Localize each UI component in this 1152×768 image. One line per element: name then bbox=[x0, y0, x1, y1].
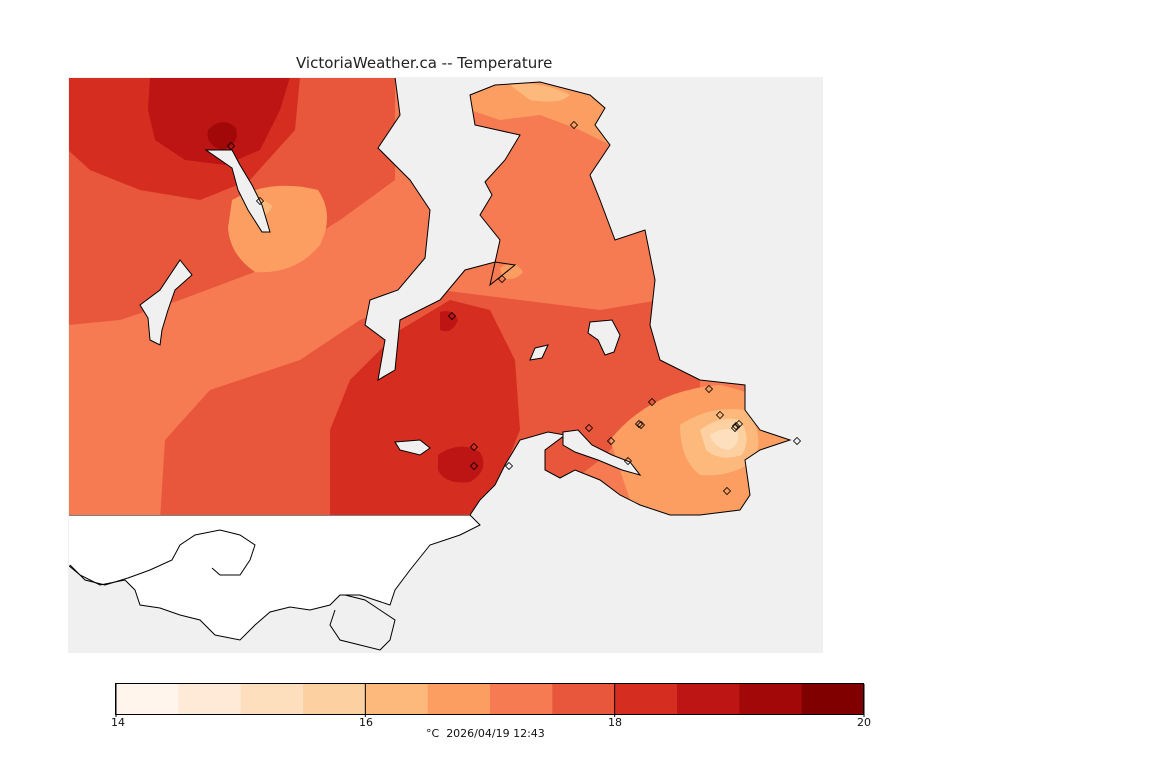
colorbar-cell bbox=[552, 684, 616, 714]
colorbar-cell bbox=[801, 684, 865, 714]
station-diamond-icon[interactable] bbox=[731, 421, 741, 431]
station-diamond-icon[interactable] bbox=[504, 461, 514, 471]
colorbar-cell bbox=[490, 684, 553, 714]
colorbar-tick-18: 18 bbox=[608, 716, 622, 729]
station-diamond-icon[interactable] bbox=[469, 442, 479, 452]
colorbar-cell bbox=[677, 684, 740, 714]
land-south bbox=[68, 514, 481, 641]
station-diamond-icon[interactable] bbox=[255, 196, 265, 206]
colorbar-tick-14: 14 bbox=[111, 716, 125, 729]
unit-label: °C bbox=[426, 727, 440, 740]
station-diamond-icon[interactable] bbox=[704, 384, 714, 394]
colorbar-cell bbox=[614, 684, 678, 714]
timestamp: 2026/04/19 12:43 bbox=[446, 727, 545, 740]
station-diamond-icon[interactable] bbox=[623, 456, 633, 466]
station-diamond-icon[interactable] bbox=[715, 410, 725, 420]
land-south-detail bbox=[69, 529, 396, 651]
station-diamond-icon[interactable] bbox=[730, 423, 740, 433]
station-diamond-icon[interactable] bbox=[569, 120, 579, 130]
victoria-harbour bbox=[562, 429, 642, 476]
saanich-inlet bbox=[204, 149, 271, 233]
station-diamond-icon[interactable] bbox=[584, 423, 594, 433]
lake-west bbox=[139, 259, 193, 346]
colorbar-cell bbox=[178, 684, 242, 714]
station-diamond-icon[interactable] bbox=[792, 436, 802, 446]
station-diamond-icon[interactable] bbox=[634, 419, 644, 429]
page-title: VictoriaWeather.ca -- Temperature bbox=[296, 54, 553, 72]
colorbar-tick-20: 20 bbox=[857, 716, 871, 729]
lake-east-1 bbox=[587, 319, 621, 356]
colorbar-cell bbox=[427, 684, 491, 714]
colorbar-tick-16: 16 bbox=[359, 716, 373, 729]
station-diamond-icon[interactable] bbox=[447, 311, 457, 321]
station-diamond-icon[interactable] bbox=[636, 420, 646, 430]
colorbar bbox=[115, 683, 865, 717]
station-diamond-icon[interactable] bbox=[606, 436, 616, 446]
station-diamond-icon[interactable] bbox=[226, 141, 236, 151]
colorbar-cell bbox=[365, 684, 429, 714]
station-diamond-icon[interactable] bbox=[497, 274, 507, 284]
station-diamond-icon[interactable] bbox=[469, 461, 479, 471]
station-diamond-icon[interactable] bbox=[647, 397, 657, 407]
colorbar-cell bbox=[303, 684, 366, 714]
temperature-map[interactable] bbox=[68, 77, 823, 653]
lake-east-2 bbox=[529, 344, 549, 361]
colorbar-cell bbox=[240, 684, 304, 714]
coastline bbox=[364, 77, 792, 516]
station-markers bbox=[226, 120, 802, 496]
colorbar-cell bbox=[116, 684, 179, 714]
map-frame bbox=[68, 77, 823, 653]
station-diamond-icon[interactable] bbox=[722, 486, 732, 496]
caption: °C 2026/04/19 12:43 bbox=[426, 727, 545, 740]
colorbar-cell bbox=[739, 684, 803, 714]
lake-south bbox=[394, 439, 431, 456]
